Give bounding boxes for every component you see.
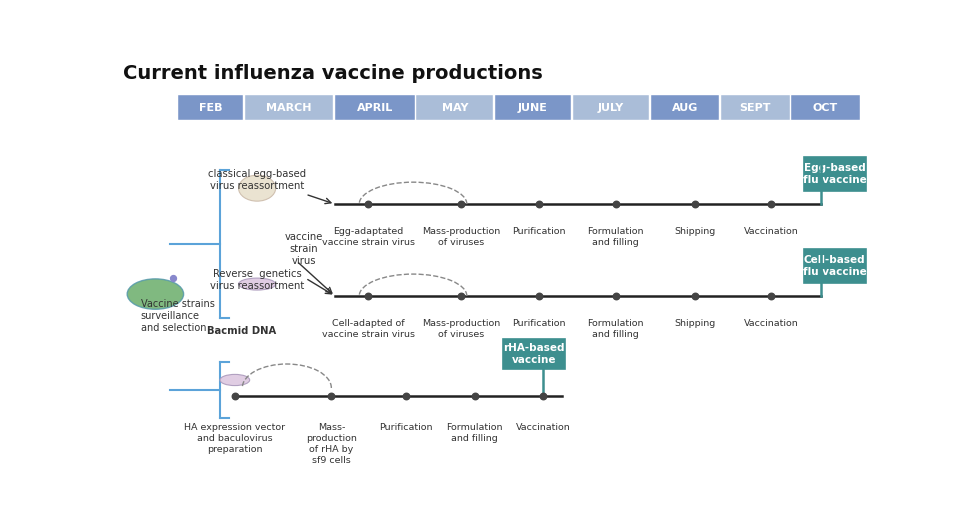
Text: Vaccination: Vaccination [515,423,570,432]
Point [361,200,376,208]
Text: Current influenza vaccine productions: Current influenza vaccine productions [124,64,543,83]
Text: Vaccine strains
surveillance
and selection: Vaccine strains surveillance and selecti… [141,299,215,333]
Bar [791,95,860,120]
Circle shape [127,279,184,309]
FancyBboxPatch shape [804,249,865,283]
Text: APRIL: APRIL [356,103,393,113]
FancyBboxPatch shape [503,339,565,369]
Text: MARCH: MARCH [266,103,311,113]
Text: Mass-production
of viruses: Mass-production of viruses [422,227,500,248]
Bar [573,95,650,120]
Text: rHA-based
vaccine: rHA-based vaccine [503,343,565,365]
Ellipse shape [239,175,276,201]
Point [764,292,779,300]
Point [324,392,339,400]
Text: SEPT: SEPT [740,103,771,113]
Ellipse shape [239,278,276,290]
Text: classical egg-based
virus reassortment: classical egg-based virus reassortment [208,169,307,191]
Text: Mass-production
of viruses: Mass-production of viruses [422,319,500,339]
Text: Purification: Purification [378,423,432,432]
Bar [178,95,243,120]
Text: Bacmid DNA: Bacmid DNA [207,326,277,336]
Point [764,200,779,208]
Point [361,292,376,300]
Text: Cell-adapted of
vaccine strain virus: Cell-adapted of vaccine strain virus [322,319,415,339]
Point [608,200,624,208]
Ellipse shape [220,374,250,386]
Text: JUNE: JUNE [518,103,548,113]
Text: Formulation
and filling: Formulation and filling [446,423,503,443]
Text: Egg-adaptated
vaccine strain virus: Egg-adaptated vaccine strain virus [322,227,415,248]
Point [688,200,703,208]
FancyBboxPatch shape [804,157,865,191]
Text: Reverse  genetics
virus reassortment: Reverse genetics virus reassortment [210,269,305,291]
Point [536,392,551,400]
Text: Mass-
production
of rHA by
sf9 cells: Mass- production of rHA by sf9 cells [306,423,356,466]
Text: Shipping: Shipping [674,319,716,328]
Text: HA expression vector
and baculovirus
preparation: HA expression vector and baculovirus pre… [184,423,285,454]
Text: Purification: Purification [513,227,566,236]
Text: OCT: OCT [813,103,838,113]
Text: FEB: FEB [199,103,222,113]
Text: Shipping: Shipping [674,227,716,236]
Bar [494,95,571,120]
Bar [334,95,415,120]
Point [688,292,703,300]
Text: JULY: JULY [598,103,624,113]
Point [454,200,469,208]
Bar [650,95,719,120]
Text: Vaccination: Vaccination [743,227,798,236]
Point [532,292,547,300]
Text: Cell-based
flu vaccine: Cell-based flu vaccine [803,255,867,277]
Bar [417,95,493,120]
Text: Vaccination: Vaccination [743,319,798,328]
Point [608,292,624,300]
Text: MAY: MAY [442,103,468,113]
Point [454,292,469,300]
Point [532,200,547,208]
Point [166,274,181,282]
Bar [721,95,789,120]
Text: vaccine
strain
virus: vaccine strain virus [285,233,323,266]
Text: Purification: Purification [513,319,566,328]
Point [398,392,413,400]
Point [467,392,482,400]
Text: Formulation
and filling: Formulation and filling [587,319,644,339]
Text: AUG: AUG [672,103,698,113]
Text: Egg-based
flu vaccine: Egg-based flu vaccine [803,163,867,185]
Text: Formulation
and filling: Formulation and filling [587,227,644,248]
Point [227,392,242,400]
Bar [244,95,333,120]
